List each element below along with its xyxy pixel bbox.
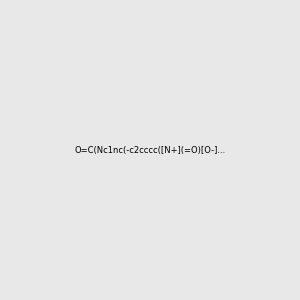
Text: O=C(Nc1nc(-c2cccc([N+](=O)[O-]...: O=C(Nc1nc(-c2cccc([N+](=O)[O-]... [74, 146, 226, 154]
